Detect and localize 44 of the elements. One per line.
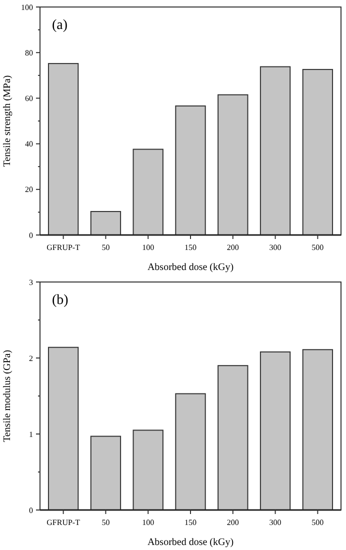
x-tick-label: GFRUP-T xyxy=(46,243,80,252)
bar xyxy=(260,351,291,510)
y-tick-label: 0 xyxy=(29,230,33,240)
bar xyxy=(48,63,79,236)
y-tick-label: 20 xyxy=(25,185,33,194)
y-tick-label: 2 xyxy=(29,354,33,363)
bar xyxy=(48,346,79,510)
x-tick-label: 150 xyxy=(184,243,196,252)
bar xyxy=(90,436,122,510)
x-tick-label: 500 xyxy=(312,243,324,252)
y-tick-label: 1 xyxy=(29,430,33,439)
text: (a) xyxy=(52,18,68,33)
y-tick-label: 3 xyxy=(29,278,33,287)
y-tick-label: 0 xyxy=(29,506,33,515)
x-tick-label: 500 xyxy=(312,518,324,527)
x-axis-title: Absorbed dose (kGy) xyxy=(147,262,234,273)
x-tick-label: 300 xyxy=(269,243,282,252)
bar xyxy=(132,148,164,236)
bar xyxy=(302,349,334,510)
x-tick-label: GFRUP-T xyxy=(46,518,80,527)
x-tick-label: 50 xyxy=(102,243,110,252)
x-tick-label: 300 xyxy=(269,518,282,527)
bar xyxy=(218,365,248,510)
bar xyxy=(302,68,334,236)
y-tick-label: 100 xyxy=(21,2,33,12)
x-axis-title: Absorbed dose (kGy) xyxy=(147,537,234,548)
x-tick-label: 50 xyxy=(102,518,110,527)
bar xyxy=(90,211,122,236)
x-tick-label: 100 xyxy=(142,518,154,527)
y-tick-label: 60 xyxy=(25,94,33,103)
x-tick-label: 200 xyxy=(226,518,239,527)
bar xyxy=(175,105,206,236)
y-axis-title: Tensile modulus (GPa) xyxy=(2,350,13,442)
y-tick-label: 80 xyxy=(25,48,33,58)
bar xyxy=(260,66,291,236)
x-tick-label: 100 xyxy=(142,243,154,252)
y-tick-label: 40 xyxy=(25,140,33,149)
bar xyxy=(175,393,206,510)
x-tick-label: 150 xyxy=(184,518,196,527)
bar xyxy=(132,430,164,510)
text: (b) xyxy=(52,293,69,308)
y-axis-title: Tensile strength (MPa) xyxy=(2,75,13,167)
x-tick-label: 200 xyxy=(226,243,239,252)
bar xyxy=(218,94,248,236)
